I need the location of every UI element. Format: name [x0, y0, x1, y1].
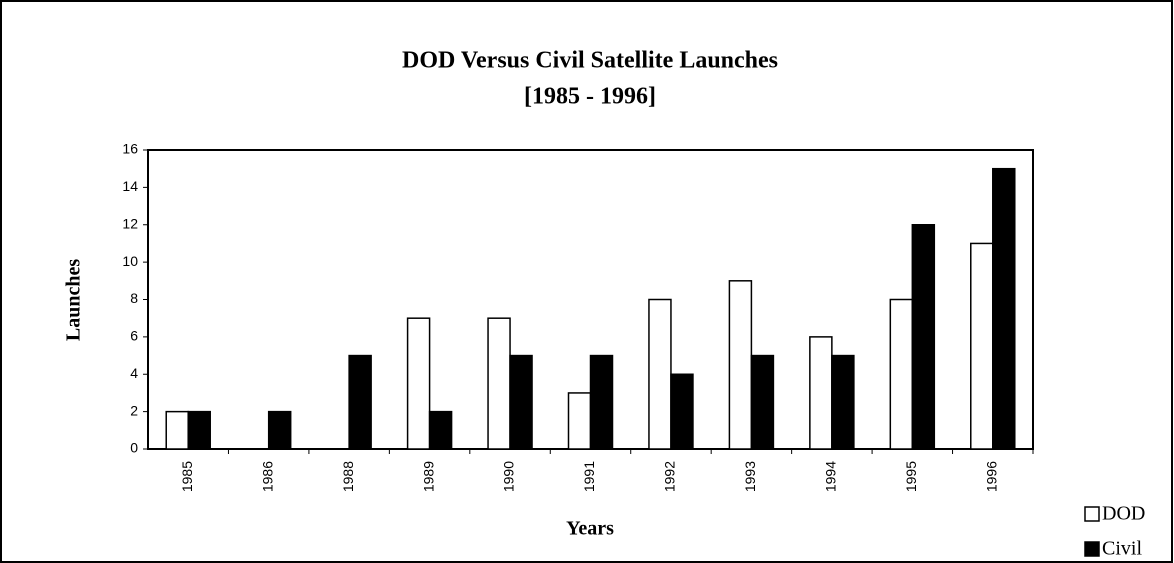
x-tick-label: 1986 [259, 461, 275, 492]
legend-swatch [1084, 506, 1100, 522]
bar [187, 410, 211, 450]
bar [509, 354, 533, 450]
bar [750, 354, 775, 450]
x-tick-label: 1991 [581, 461, 597, 492]
chart-subtitle: [1985 - 1996] [524, 84, 656, 110]
bar [589, 354, 614, 450]
x-tick-label: 1994 [823, 461, 839, 492]
y-tick-label: 10 [122, 253, 138, 269]
bar [809, 336, 833, 450]
y-tick-label: 2 [130, 402, 138, 418]
bar [348, 354, 372, 450]
bar [992, 167, 1016, 450]
bar [670, 373, 694, 450]
y-tick-label: 8 [130, 290, 138, 306]
bar [406, 317, 431, 450]
legend-swatch [1084, 541, 1100, 557]
x-tick-label: 1990 [501, 461, 517, 492]
x-tick-label: 1985 [179, 461, 195, 492]
y-axis-label: Launches [63, 259, 85, 341]
x-tick-label: 1989 [420, 461, 436, 492]
x-tick-label: 1988 [340, 461, 356, 492]
bar [428, 410, 453, 450]
y-tick-label: 16 [122, 141, 138, 157]
y-tick-label: 6 [130, 328, 138, 344]
legend-label: DOD [1102, 503, 1145, 525]
x-tick-label: 1996 [983, 461, 999, 492]
bar [487, 317, 511, 450]
y-tick-label: 0 [130, 440, 138, 456]
bar [648, 298, 672, 450]
y-tick-label: 12 [122, 215, 138, 231]
x-tick-label: 1995 [903, 461, 919, 492]
bar [165, 410, 189, 450]
y-tick-label: 4 [130, 365, 138, 381]
bar [728, 280, 753, 450]
bar [970, 242, 994, 450]
x-tick-label: 1992 [662, 461, 678, 492]
y-tick-label: 14 [122, 178, 138, 194]
bar [831, 354, 855, 450]
bar [889, 298, 914, 450]
bar [567, 392, 592, 450]
x-tick-label: 1993 [742, 461, 758, 492]
chart-title: DOD Versus Civil Satellite Launches [402, 48, 778, 74]
x-axis-label: Years [566, 518, 614, 540]
bar [267, 410, 292, 450]
legend-label: Civil [1102, 538, 1142, 560]
bar [911, 224, 936, 450]
